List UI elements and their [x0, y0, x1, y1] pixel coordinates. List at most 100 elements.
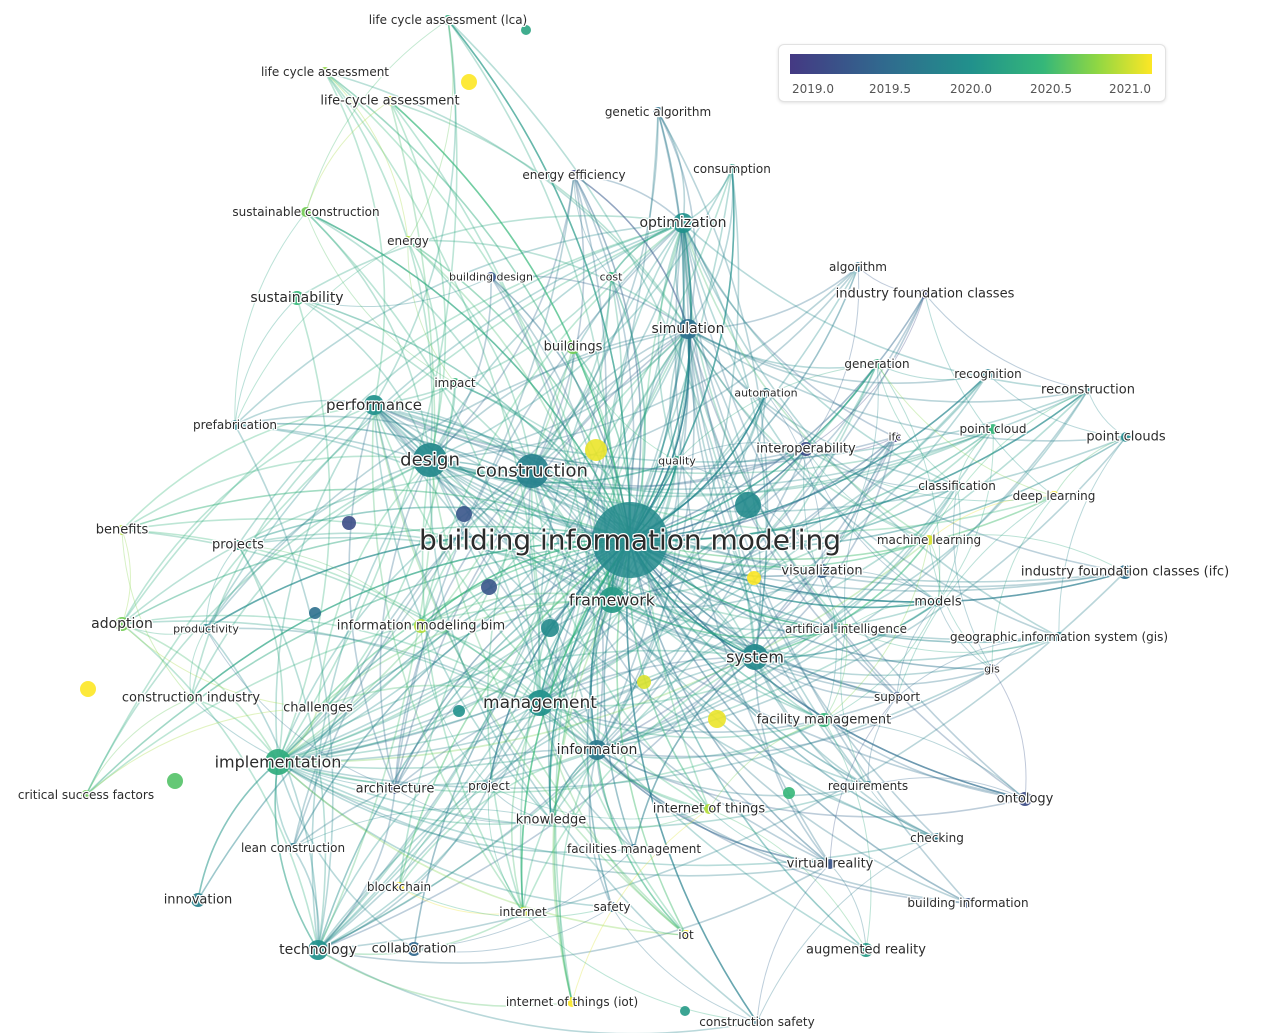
node-requirements[interactable]	[863, 781, 873, 791]
node-life-cycle-hyphen[interactable]	[385, 96, 395, 106]
node-interoperability[interactable]	[799, 442, 813, 456]
network-edge	[676, 442, 807, 462]
network-edge	[305, 211, 631, 541]
node-classification[interactable]	[952, 481, 962, 491]
node-life-cycle-assessment[interactable]	[320, 67, 330, 77]
network-edge	[928, 539, 941, 603]
label-machine-learning: machine learning	[877, 533, 981, 547]
network-edge	[682, 222, 898, 698]
node-visualization[interactable]	[815, 564, 829, 578]
node-sustainability[interactable]	[290, 291, 304, 305]
node-system[interactable]	[742, 644, 768, 670]
node-augmented-reality[interactable]	[859, 943, 873, 957]
node-innovation[interactable]	[191, 893, 205, 907]
network-edge	[573, 174, 689, 330]
node-ifc-full[interactable]	[1118, 565, 1132, 579]
network-edge	[682, 222, 768, 658]
node-blockchain[interactable]	[394, 882, 404, 892]
node-quality[interactable]	[672, 456, 682, 466]
node-reconstruction[interactable]	[1083, 385, 1093, 395]
node-design[interactable]	[413, 443, 447, 477]
network-edge	[190, 539, 631, 699]
node-building-information[interactable]	[963, 898, 973, 908]
node-algorithm[interactable]	[853, 262, 863, 272]
node-cost[interactable]	[606, 272, 616, 282]
node-critical-success-factors[interactable]	[81, 790, 91, 800]
node-adoption[interactable]	[115, 617, 129, 631]
node-knowledge[interactable]	[546, 815, 556, 825]
network-edge	[596, 111, 690, 751]
node-consumption[interactable]	[727, 164, 737, 174]
node-construction-industry[interactable]	[186, 693, 196, 703]
node-safety[interactable]	[607, 902, 617, 912]
node-prefabrication[interactable]	[230, 420, 240, 430]
node-ontology[interactable]	[1018, 792, 1032, 806]
node-simulation[interactable]	[678, 319, 698, 339]
network-edge	[85, 459, 431, 796]
node-energy-efficiency[interactable]	[569, 170, 579, 180]
network-edge	[754, 436, 896, 658]
node-gis-full[interactable]	[1054, 632, 1064, 642]
node-virtual-reality[interactable]	[825, 859, 835, 869]
network-edge	[844, 436, 896, 630]
node-benefits[interactable]	[117, 525, 127, 535]
node-collaboration[interactable]	[407, 942, 421, 956]
node-optimization[interactable]	[673, 213, 693, 233]
node-iot[interactable]	[681, 930, 691, 940]
node-facilities-management[interactable]	[629, 844, 639, 854]
network-edge	[317, 788, 396, 951]
node-facility-management[interactable]	[817, 713, 831, 727]
network-edge	[305, 211, 431, 461]
node-automation[interactable]	[761, 388, 771, 398]
network-edge	[277, 749, 598, 786]
node-point-clouds[interactable]	[1121, 432, 1131, 442]
node-sustainable-construction[interactable]	[301, 207, 311, 217]
node-construction-safety[interactable]	[752, 1017, 762, 1027]
node-impact[interactable]	[450, 378, 460, 388]
node-lca-paren[interactable]	[443, 15, 453, 25]
label-recognition: recognition	[954, 367, 1022, 381]
node-checking[interactable]	[932, 833, 942, 843]
node-implementation[interactable]	[265, 749, 291, 775]
node-construction[interactable]	[515, 454, 549, 488]
node-framework[interactable]	[599, 587, 625, 613]
node-machine-learning[interactable]	[924, 535, 934, 545]
node-buildings[interactable]	[566, 340, 580, 354]
network-edge	[539, 392, 767, 704]
node-internet-of-things[interactable]	[704, 804, 714, 814]
node-energy[interactable]	[403, 236, 413, 246]
node-support[interactable]	[892, 692, 902, 702]
node-technology[interactable]	[308, 940, 328, 960]
node-internet-of-things-iot[interactable]	[567, 997, 577, 1007]
network-edge	[394, 788, 552, 824]
label-reconstruction: reconstruction	[1041, 383, 1135, 398]
label-collaboration: collaboration	[372, 942, 457, 957]
node-project[interactable]	[484, 781, 494, 791]
node-genetic-algorithm[interactable]	[653, 107, 663, 117]
node-point-cloud[interactable]	[988, 424, 998, 434]
node-artificial-intelligence[interactable]	[841, 624, 851, 634]
node-information[interactable]	[587, 740, 607, 760]
node-internet[interactable]	[518, 907, 528, 917]
network-edge	[857, 266, 926, 295]
node-productivity[interactable]	[201, 624, 211, 634]
node-challenges[interactable]	[313, 703, 323, 713]
node-deep-learning[interactable]	[1049, 491, 1059, 501]
node-building-design[interactable]	[486, 272, 496, 282]
node-models[interactable]	[933, 597, 943, 607]
node-performance[interactable]	[364, 395, 384, 415]
node-lean-construction[interactable]	[288, 843, 298, 853]
network-edge	[373, 404, 896, 471]
node-projects[interactable]	[233, 540, 243, 550]
node-recognition[interactable]	[983, 369, 993, 379]
node-information-modeling-bim[interactable]	[414, 619, 428, 633]
node-generation[interactable]	[872, 359, 882, 369]
node-bim[interactable]	[592, 502, 668, 578]
node-ifc-node[interactable]	[890, 432, 900, 442]
network-edge	[687, 328, 1060, 638]
node-management[interactable]	[527, 690, 553, 716]
node-gis[interactable]	[987, 664, 997, 674]
node-ifc-short[interactable]	[920, 289, 930, 299]
label-artificial-intelligence: artificial intelligence	[785, 622, 907, 636]
node-architecture[interactable]	[390, 784, 400, 794]
